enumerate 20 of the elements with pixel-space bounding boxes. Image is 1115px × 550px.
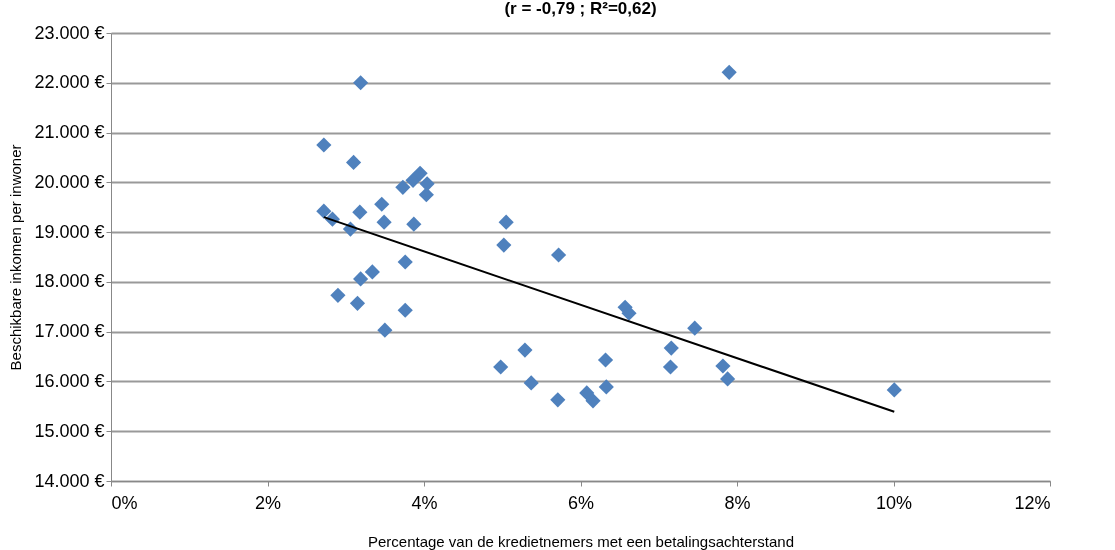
x-tick-label: 0% (111, 492, 138, 513)
x-tick-label: 2% (254, 492, 282, 513)
chart-title: (r = -0,79 ; R²=0,62) (504, 0, 657, 18)
x-tick-label: 12% (1014, 492, 1051, 513)
y-tick-label: 18.000 € (34, 271, 105, 292)
x-axis-title: Percentage van de kredietnemers met een betalingsachterstand (367, 532, 795, 550)
y-tick-label: 20.000 € (34, 171, 105, 192)
x-tick-label: 8% (724, 492, 751, 513)
x-tick-label: 4% (411, 492, 438, 513)
x-tick-label: 6% (567, 492, 595, 513)
y-tick-label: 17.000 € (34, 321, 105, 342)
y-tick-label: 16.000 € (34, 370, 105, 391)
y-axis-title: Beschikbare inkomen per inwoner (7, 144, 25, 371)
x-tick-label: 10% (875, 492, 913, 513)
y-tick-label: 19.000 € (34, 221, 105, 242)
y-tick-label: 21.000 € (34, 122, 105, 143)
y-tick-label: 22.000 € (34, 72, 105, 93)
y-tick-label: 14.000 € (34, 470, 105, 491)
y-tick-label: 23.000 € (34, 22, 105, 43)
y-tick-label: 15.000 € (34, 420, 105, 441)
